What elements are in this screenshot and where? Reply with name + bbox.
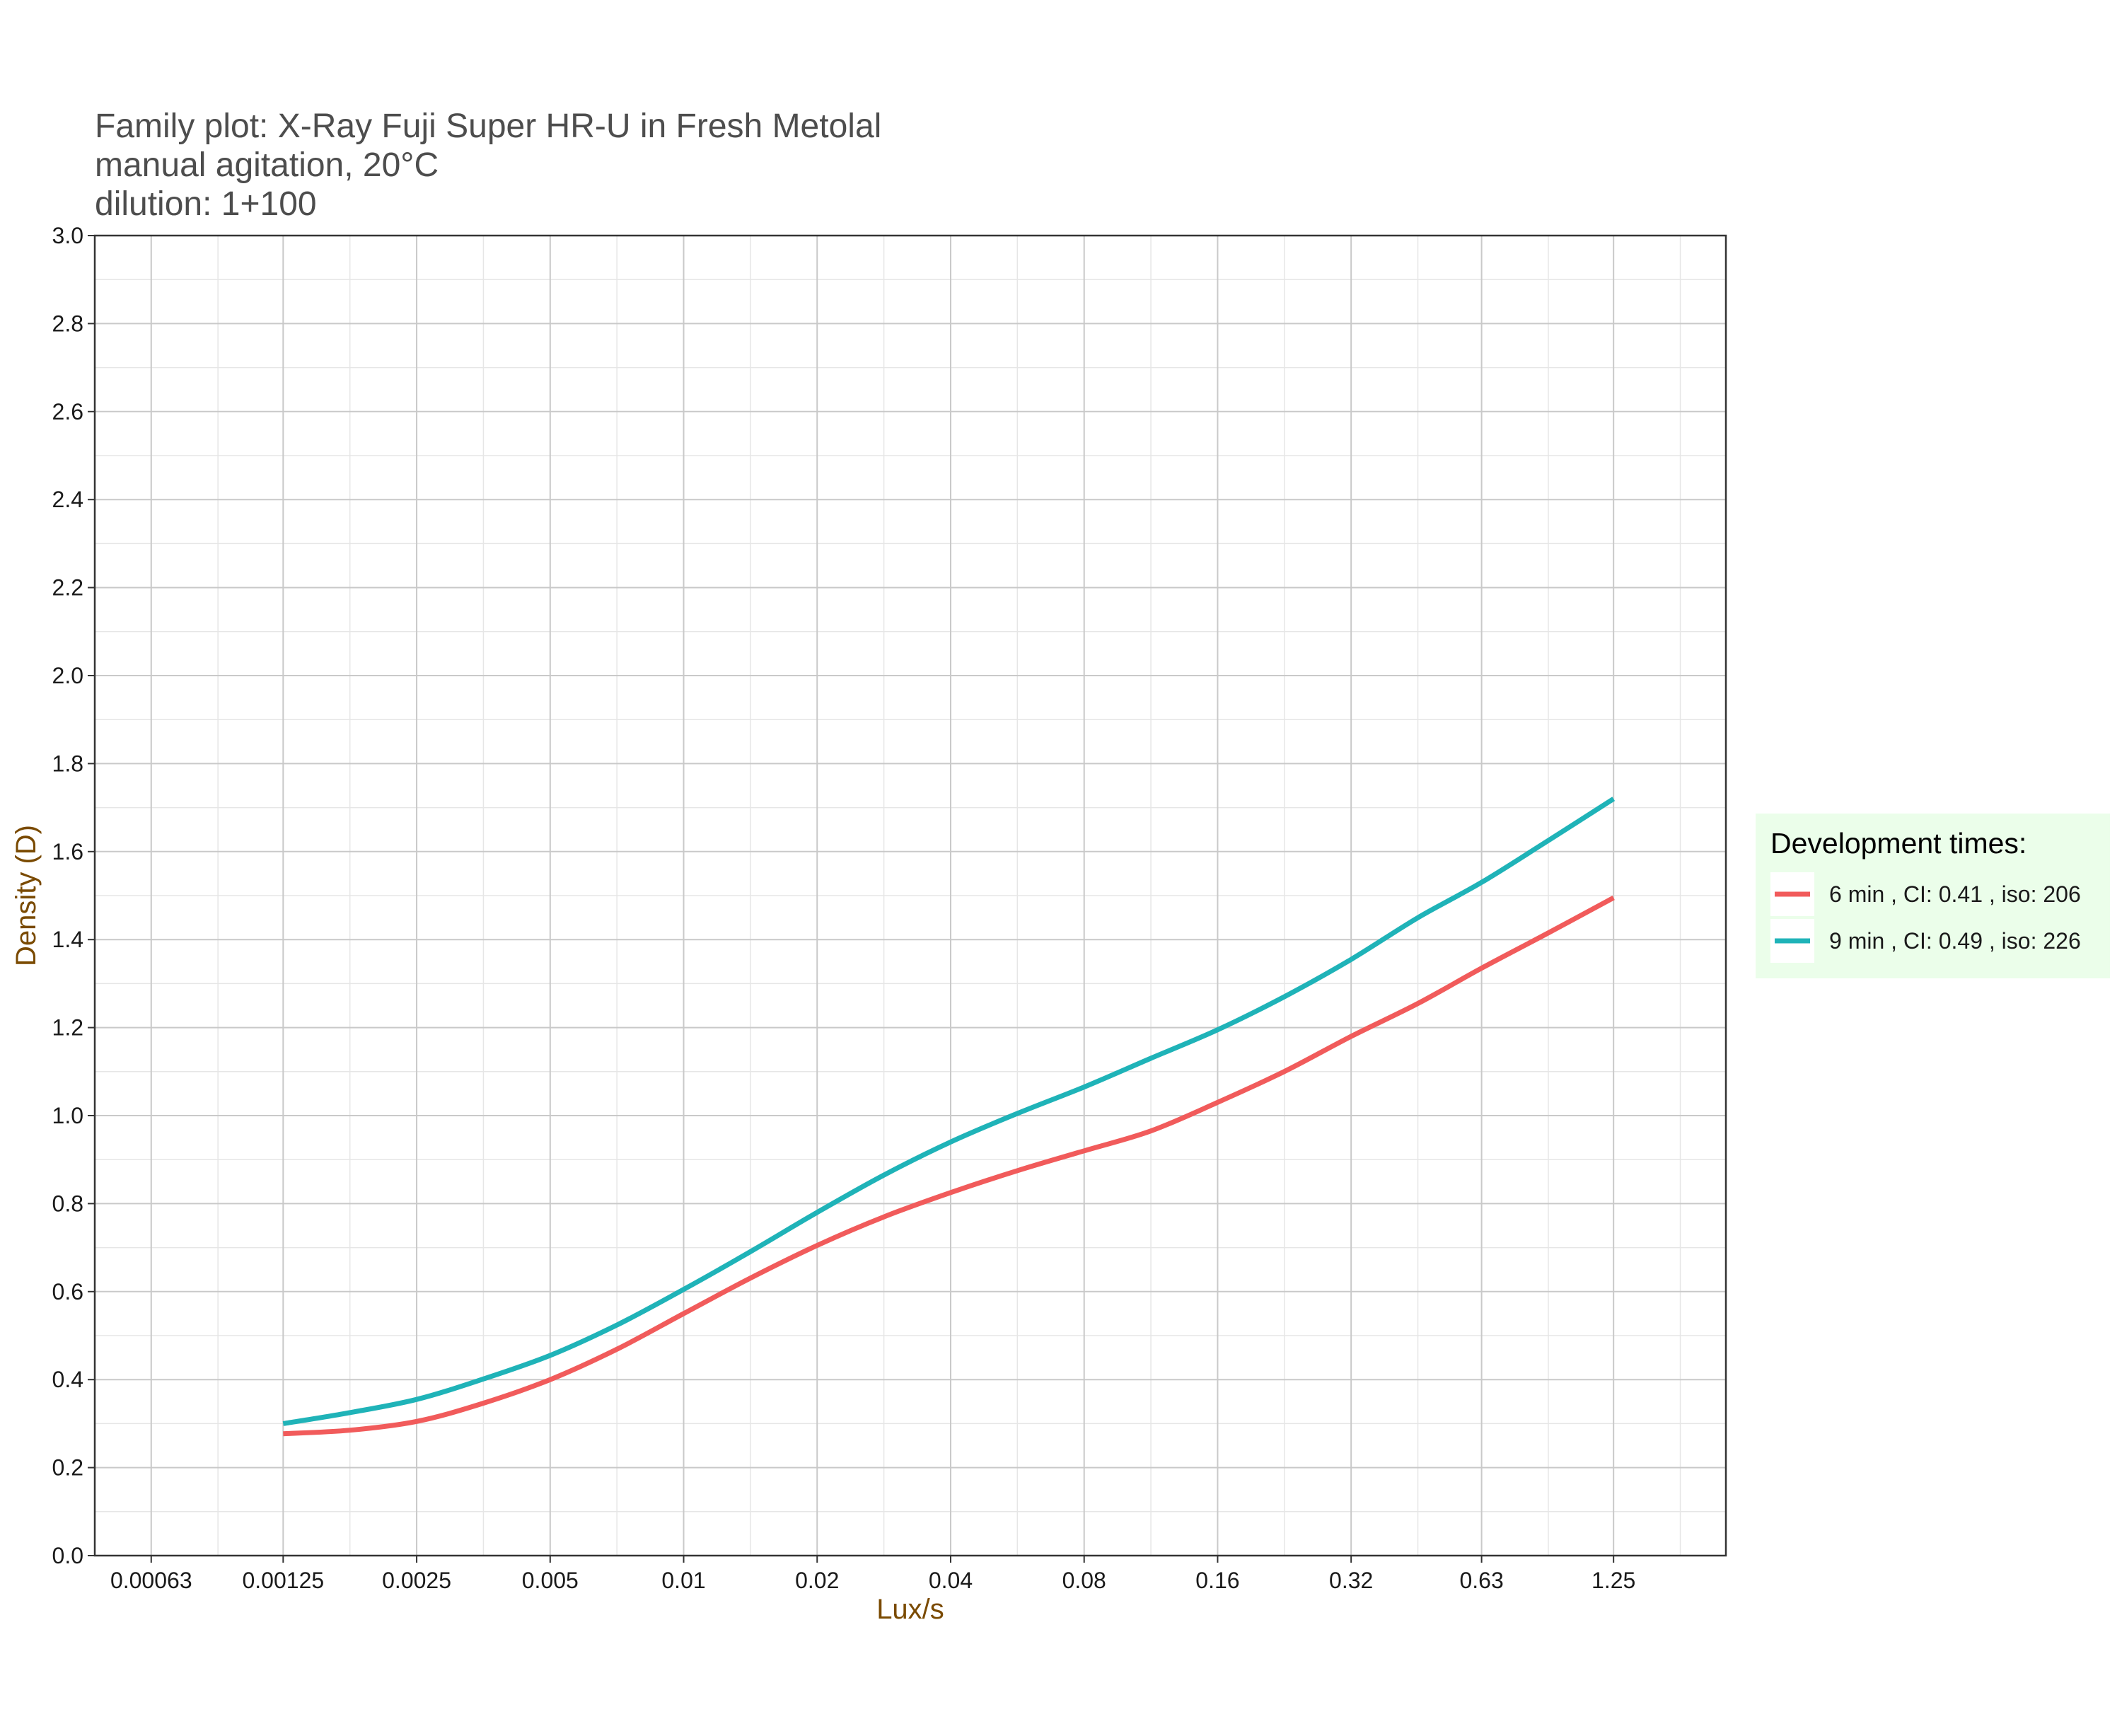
x-tick-label: 0.16	[1195, 1568, 1239, 1593]
series-line-1	[283, 896, 1615, 1437]
y-tick-label: 2.2	[52, 575, 83, 601]
x-tick-label: 0.04	[929, 1568, 973, 1593]
y-tick-label: 2.8	[52, 311, 83, 336]
x-tick-label: 0.005	[522, 1568, 579, 1593]
y-tick-label: 2.4	[52, 487, 83, 512]
x-tick-label: 0.02	[795, 1568, 839, 1593]
legend-background	[1756, 814, 2110, 978]
y-tick-label: 0.0	[52, 1543, 83, 1568]
x-axis-title: Lux/s	[876, 1594, 944, 1625]
legend-title: Development times:	[1770, 827, 2027, 860]
y-tick-label: 2.6	[52, 399, 83, 424]
major-gridlines	[95, 235, 1726, 1556]
y-axis-title: Density (D)	[11, 825, 42, 966]
title-line-3: dilution: 1+100	[95, 185, 317, 223]
plot-border	[93, 234, 1727, 1557]
y-tick-label: 3.0	[52, 223, 83, 248]
y-tick-label: 0.4	[52, 1367, 83, 1392]
legend: Development times: 6 min , CI: 0.41 , is…	[1756, 814, 2110, 978]
y-tick-label: 2.0	[52, 663, 83, 688]
y-tick-label: 0.2	[52, 1455, 83, 1481]
x-tick-label: 0.0025	[382, 1568, 451, 1593]
x-tick-label: 0.01	[661, 1568, 705, 1593]
series-line-2	[282, 797, 1616, 1426]
series-lines	[282, 797, 1616, 1437]
y-tick-label: 0.8	[52, 1191, 83, 1216]
title-line-1: Family plot: X-Ray Fuji Super HR-U in Fr…	[95, 108, 881, 145]
y-tick-label: 1.6	[52, 839, 83, 864]
title-line-2: manual agitation, 20°C	[95, 146, 439, 184]
x-tick-label: 1.25	[1592, 1568, 1635, 1593]
x-tick-label: 0.00063	[110, 1568, 192, 1593]
y-tick-label: 0.6	[52, 1279, 83, 1304]
x-tick-label: 0.63	[1459, 1568, 1503, 1593]
x-tick-label: 0.08	[1062, 1568, 1106, 1593]
x-tick-label: 0.32	[1329, 1568, 1373, 1593]
legend-label: 6 min , CI: 0.41 , iso: 206	[1829, 881, 2081, 907]
y-tick-label: 1.4	[52, 927, 83, 952]
chart-title: Family plot: X-Ray Fuji Super HR-U in Fr…	[95, 108, 881, 223]
legend-label: 9 min , CI: 0.49 , iso: 226	[1829, 928, 2081, 954]
x-tick-label: 0.00125	[242, 1568, 324, 1593]
legend-items: 6 min , CI: 0.41 , iso: 206 9 min , CI: 0…	[1770, 872, 2081, 963]
y-tick-label: 1.0	[52, 1103, 83, 1128]
y-tick-label: 1.8	[52, 751, 83, 776]
minor-gridlines	[95, 236, 1726, 1556]
y-tick-label: 1.2	[52, 1015, 83, 1041]
x-axis-ticks: 0.00063 0.00125 0.0025 0.005 0.01 0.02 0.04 0.0…	[110, 1556, 1635, 1593]
y-axis-ticks: 0.0 0.2 0.4 0.6 0.8 1.0 1.2 1.4 1.6 1.8 2.0 2.2 2.4 2…	[52, 223, 95, 1568]
